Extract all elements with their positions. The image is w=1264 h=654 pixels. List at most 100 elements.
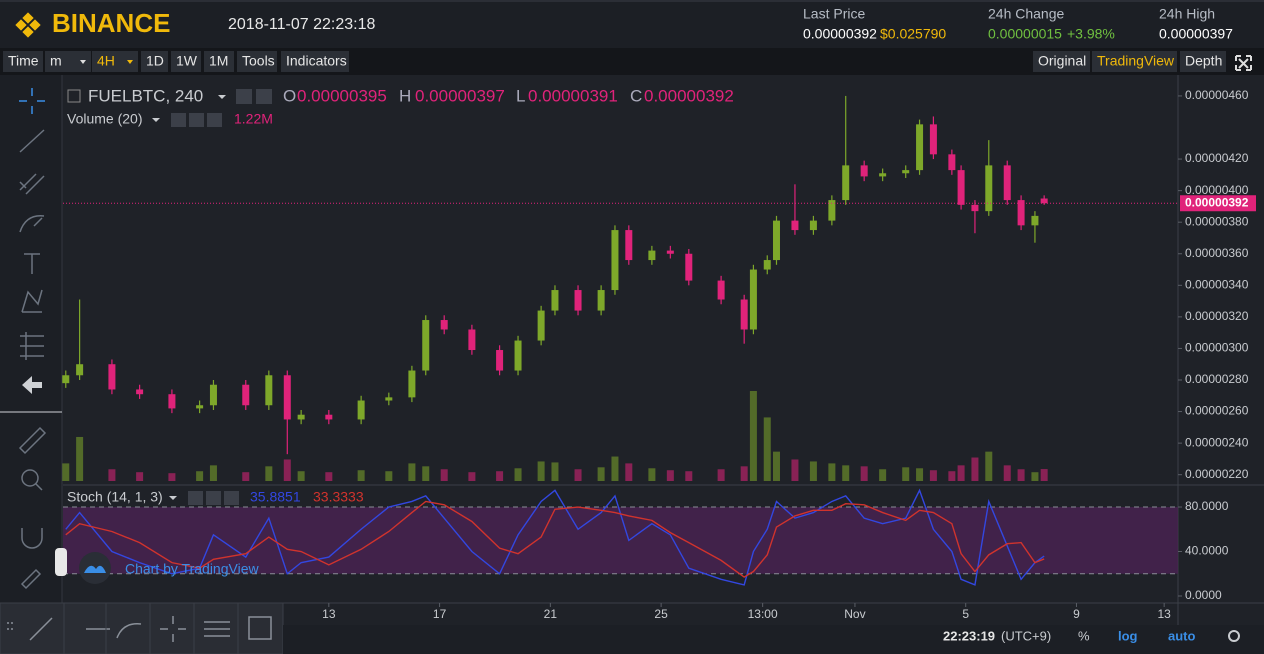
- x-tick-label: 21: [544, 607, 558, 621]
- toolbar-label[interactable]: Time: [8, 53, 39, 69]
- collapse-icon[interactable]: [67, 89, 81, 103]
- candle-body: [860, 165, 868, 177]
- ohlc-key: C: [630, 86, 642, 105]
- y-tick-label: 0.00000320: [1185, 309, 1249, 323]
- volume-value: 1.22M: [234, 111, 273, 127]
- symbol: FUELBTC, 240: [88, 86, 203, 105]
- x-tick-label: 5: [962, 607, 969, 621]
- volume-bar: [809, 461, 817, 481]
- volume-bar: [297, 471, 305, 481]
- collapse-handle[interactable]: [55, 548, 67, 576]
- candle-body: [574, 290, 582, 311]
- footer-button[interactable]: %: [1078, 628, 1090, 643]
- candle-body: [611, 230, 619, 291]
- toolbar-button[interactable]: [281, 51, 349, 72]
- candle-body: [440, 320, 448, 330]
- candle-body: [136, 389, 144, 395]
- toolbar-button[interactable]: [171, 51, 201, 72]
- datetime: 2018-11-07 22:23:18: [228, 16, 375, 33]
- volume-bar: [717, 469, 725, 481]
- drawing-tools[interactable]: [7, 603, 272, 654]
- ohlc-value: 0.00000397: [415, 86, 505, 105]
- view-label[interactable]: TradingView: [1097, 53, 1175, 69]
- toolbar-label[interactable]: 1M: [209, 53, 228, 69]
- legend-icons[interactable]: [236, 89, 272, 104]
- candle-body: [1017, 200, 1025, 226]
- ohlc-key: H: [399, 86, 411, 105]
- volume-bar: [468, 472, 476, 481]
- volume-bar: [828, 463, 836, 481]
- dropdown-arrow[interactable]: [152, 118, 160, 122]
- toolbar-button[interactable]: [237, 51, 277, 72]
- candle-body: [196, 405, 204, 409]
- toolbar-label[interactable]: 1W: [176, 53, 198, 69]
- volume-bar: [325, 472, 333, 481]
- view-button[interactable]: [1092, 51, 1177, 72]
- sidebar-icons[interactable]: [0, 88, 62, 590]
- stat-label: 24h Change: [988, 6, 1065, 22]
- settings-icon[interactable]: [1228, 630, 1240, 642]
- drawing-toolbar: [0, 602, 284, 654]
- logo-icon: [15, 12, 41, 38]
- toolbar-label[interactable]: m: [50, 53, 62, 69]
- fullscreen-icon[interactable]: [1235, 55, 1252, 71]
- view-button[interactable]: [1033, 51, 1090, 72]
- candle-body: [948, 154, 956, 171]
- y-tick-label: 0.00000340: [1185, 277, 1249, 291]
- volume-bar: [685, 471, 693, 481]
- candle-body: [168, 394, 176, 409]
- toolbar-buttons: Time m 4H 1D 1W 1M Tools Indicators Original Trad…: [3, 51, 1226, 72]
- view-label[interactable]: Original: [1038, 53, 1086, 69]
- volume-bar: [242, 472, 250, 481]
- toolbar-button[interactable]: [3, 51, 43, 72]
- toolbar-button[interactable]: [45, 51, 91, 72]
- toolbar-label[interactable]: Tools: [242, 53, 275, 69]
- x-tick-label: 25: [654, 607, 668, 621]
- stat-value: 0.00000015: [988, 26, 1062, 42]
- candle-body: [385, 397, 393, 401]
- stoch-legend: Stoch (14, 1, 3): [67, 489, 163, 505]
- toolbar-button[interactable]: [141, 51, 168, 72]
- candle-body: [242, 384, 250, 406]
- x-tick-label: 13: [1157, 607, 1171, 621]
- volume-bar: [860, 466, 868, 481]
- y-tick-label: 0.00000260: [1185, 404, 1249, 418]
- footer-time: 22:23:19: [943, 628, 995, 643]
- volume-bar: [772, 451, 780, 481]
- legend-icons[interactable]: [188, 491, 239, 505]
- y-tick-label: 0.00000400: [1185, 183, 1249, 197]
- footer-timezone: (UTC+9): [1001, 628, 1051, 643]
- ohlc-value: 0.00000395: [297, 86, 387, 105]
- toolbar-label[interactable]: Indicators: [286, 53, 347, 69]
- legend-icons[interactable]: [171, 113, 222, 127]
- stat-label: Last Price: [803, 6, 865, 22]
- candle-body: [283, 375, 291, 420]
- candle-body: [717, 280, 725, 300]
- y-tick-label: 0.00000300: [1185, 341, 1249, 355]
- candle-body: [1040, 198, 1048, 204]
- toolbar-label[interactable]: 4H: [97, 53, 115, 69]
- candle-body: [1003, 165, 1011, 201]
- volume-bar: [916, 468, 924, 481]
- footer-button[interactable]: auto: [1168, 628, 1196, 643]
- toolbar-label[interactable]: 1D: [146, 53, 164, 69]
- view-button[interactable]: [1180, 51, 1226, 72]
- footer-button[interactable]: log: [1118, 628, 1138, 643]
- dropdown-arrow[interactable]: [169, 496, 177, 500]
- dropdown-arrow[interactable]: [80, 60, 86, 64]
- x-tick-label: 13:00: [748, 607, 778, 621]
- dropdown-arrow[interactable]: [218, 95, 226, 99]
- toolbar-button[interactable]: [204, 51, 234, 72]
- stoch-line: [65, 488, 1045, 586]
- view-label[interactable]: Depth: [1185, 53, 1222, 69]
- volume-bar: [209, 465, 217, 481]
- dropdown-arrow[interactable]: [127, 60, 133, 64]
- watermark-cloud: [84, 565, 106, 573]
- candle-body: [325, 414, 333, 420]
- volume-bar: [440, 469, 448, 481]
- toolbar-button[interactable]: [92, 51, 138, 72]
- candle-body: [842, 165, 850, 201]
- candle-body: [929, 124, 937, 155]
- volume-bar: [168, 473, 176, 481]
